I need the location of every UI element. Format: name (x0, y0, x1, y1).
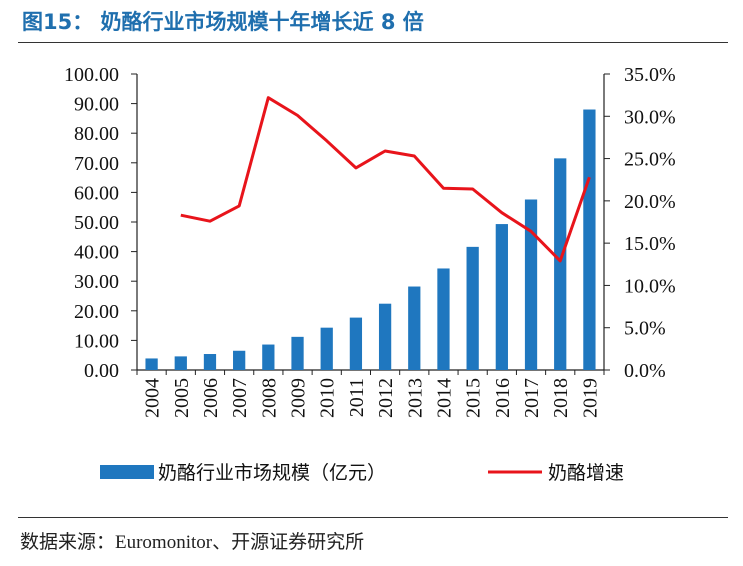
left-tick-label: 40.00 (74, 242, 119, 264)
bar (203, 354, 217, 370)
x-tick-label: 2019 (579, 378, 601, 418)
bar (437, 268, 450, 370)
x-tick-label: 2016 (492, 378, 514, 418)
bar-series (145, 109, 596, 371)
right-tick-label: 15.0% (624, 233, 676, 255)
bottom-rule (18, 517, 728, 518)
left-tick-label: 0.00 (84, 360, 119, 382)
bar (262, 344, 275, 370)
x-tick-label: 2007 (229, 378, 251, 418)
right-tick-label: 0.0% (624, 360, 666, 382)
bar (349, 317, 363, 370)
left-tick-label: 20.00 (74, 301, 119, 323)
axes (131, 73, 610, 375)
x-tick-label: 2013 (404, 378, 426, 418)
bar (174, 356, 187, 370)
x-tick-label: 2004 (142, 378, 164, 418)
bar (583, 109, 596, 371)
bar (524, 199, 538, 370)
legend: 奶酪行业市场规模（亿元） 奶酪增速 (100, 462, 624, 484)
source-note: 数据来源：Euromonitor、开源证券研究所 (20, 532, 365, 553)
left-tick-label: 60.00 (74, 182, 119, 204)
right-tick-label: 30.0% (624, 106, 676, 128)
x-tick-label: 2017 (521, 378, 543, 418)
chart-title: 图15： 奶酪行业市场规模十年增长近 8 倍 (22, 10, 424, 34)
x-tick-label: 2014 (433, 378, 455, 418)
bar (408, 286, 421, 370)
x-tick-label: 2008 (258, 378, 280, 418)
right-tick-label: 5.0% (624, 318, 666, 340)
line-series (180, 96, 591, 263)
right-tick-label: 25.0% (624, 149, 676, 171)
bar (466, 246, 479, 370)
top-rule (18, 42, 728, 43)
left-tick-label: 80.00 (74, 123, 119, 145)
right-tick-label: 10.0% (624, 275, 676, 297)
bar (233, 350, 246, 370)
legend-bar-label: 奶酪行业市场规模（亿元） (158, 462, 386, 484)
legend-bar-swatch (100, 465, 154, 479)
left-tick-label: 30.00 (74, 271, 119, 293)
left-tick-label: 10.00 (74, 330, 119, 352)
x-tick-label: 2006 (200, 378, 222, 418)
bar (554, 158, 567, 370)
left-tick-label: 70.00 (74, 153, 119, 175)
x-tick-label: 2010 (317, 378, 339, 418)
bar (291, 336, 304, 370)
bar (495, 224, 508, 370)
x-tick-label: 2009 (288, 378, 310, 418)
left-tick-label: 50.00 (74, 212, 119, 234)
bar (320, 327, 333, 370)
bar (378, 303, 392, 370)
legend-line-label: 奶酪增速 (548, 462, 624, 484)
bar (145, 358, 158, 370)
left-tick-label: 90.00 (74, 94, 119, 116)
x-tick-label: 2018 (550, 378, 572, 418)
x-tick-label: 2005 (171, 378, 193, 418)
tick-labels: 0.00 10.00 20.00 30.00 40.00 50.00 60.00 70.00 8… (64, 64, 676, 418)
x-tick-label: 2011 (346, 378, 368, 417)
x-tick-label: 2012 (375, 378, 397, 418)
right-tick-label: 20.0% (624, 191, 676, 213)
left-tick-label: 100.00 (64, 64, 119, 86)
x-tick-label: 2015 (463, 378, 485, 418)
right-tick-label: 35.0% (624, 64, 676, 86)
growth-line (180, 96, 591, 263)
